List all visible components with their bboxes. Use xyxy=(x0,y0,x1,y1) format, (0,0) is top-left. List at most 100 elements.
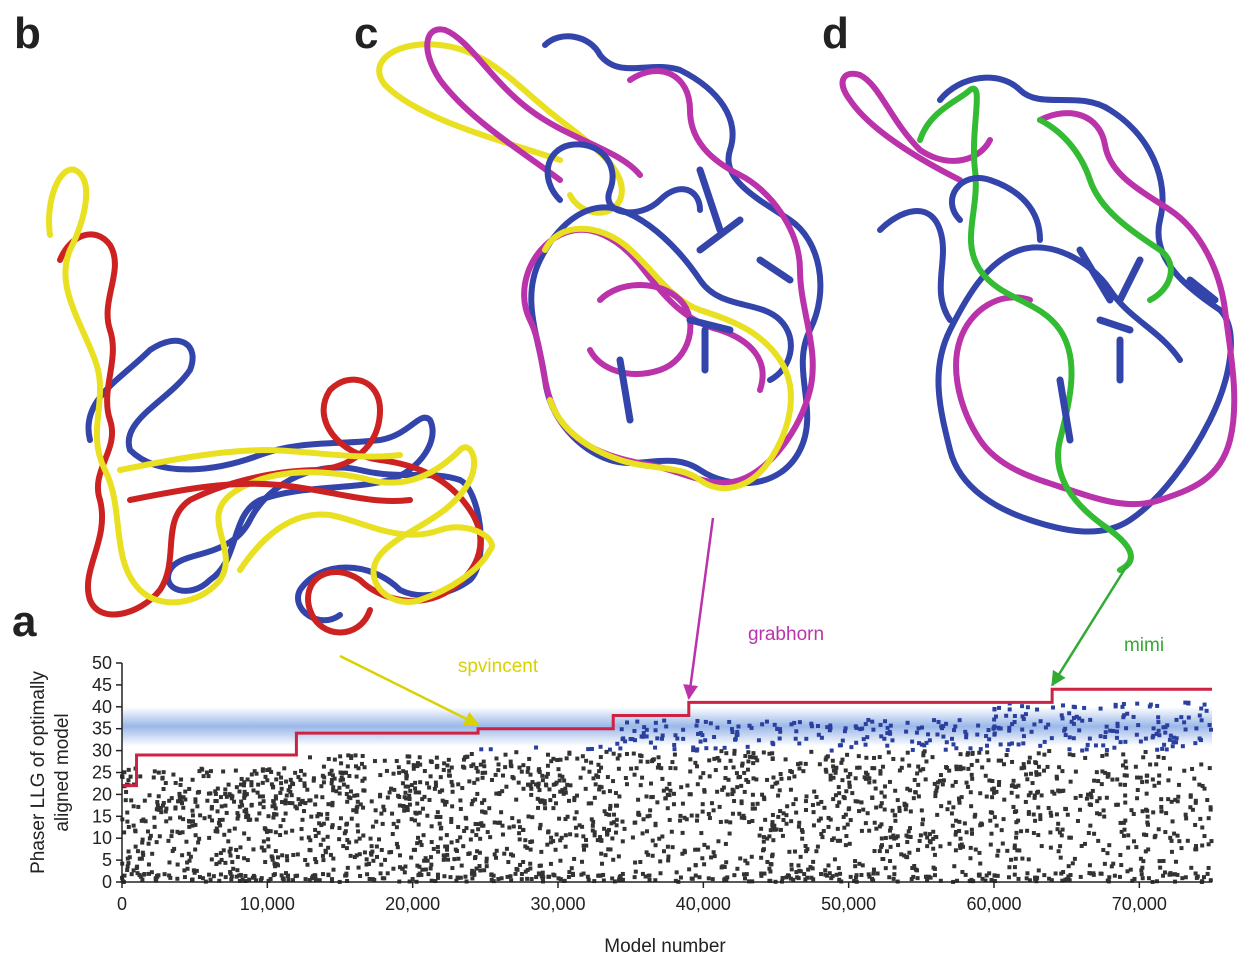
model-point xyxy=(131,823,136,828)
model-point xyxy=(1159,804,1164,809)
model-point xyxy=(819,799,824,804)
panel-letter-c: c xyxy=(354,9,378,58)
model-point xyxy=(554,780,559,785)
model-point xyxy=(591,819,596,824)
model-point xyxy=(985,750,990,755)
model-point xyxy=(238,845,243,850)
model-point xyxy=(759,873,764,878)
model-point xyxy=(1060,769,1065,774)
model-point xyxy=(313,857,318,862)
model-point xyxy=(585,874,590,879)
model-point xyxy=(379,847,384,852)
model-point xyxy=(874,805,879,810)
model-point xyxy=(617,794,622,799)
model-point xyxy=(694,818,699,823)
model-point xyxy=(607,812,612,817)
model-point xyxy=(338,778,343,783)
model-point xyxy=(947,768,952,773)
model-point xyxy=(243,874,248,879)
model-point xyxy=(246,813,251,818)
model-point xyxy=(356,865,361,870)
model-point xyxy=(391,821,396,826)
model-point xyxy=(347,773,352,778)
model-point xyxy=(157,834,162,839)
model-point xyxy=(1080,748,1085,753)
model-point xyxy=(284,854,289,859)
model-point xyxy=(1143,849,1148,854)
model-point xyxy=(352,793,357,798)
model-point xyxy=(465,754,470,759)
model-point xyxy=(278,824,283,829)
model-point xyxy=(1129,808,1134,813)
model-point xyxy=(952,864,957,869)
model-point xyxy=(1052,791,1057,796)
model-point xyxy=(499,810,504,815)
model-point xyxy=(369,799,374,804)
model-point xyxy=(372,759,377,764)
model-point xyxy=(839,760,844,765)
model-point xyxy=(1004,713,1009,718)
model-point xyxy=(637,812,642,817)
model-point xyxy=(575,756,580,761)
model-point xyxy=(811,859,816,864)
model-point xyxy=(1032,793,1037,798)
model-point xyxy=(1101,743,1106,748)
model-point xyxy=(409,855,414,860)
model-point xyxy=(347,840,352,845)
model-point xyxy=(206,774,211,779)
model-point xyxy=(339,775,344,780)
model-point xyxy=(229,874,234,879)
model-point xyxy=(263,860,268,865)
model-point xyxy=(1172,872,1177,877)
model-point xyxy=(691,748,696,753)
model-point xyxy=(872,779,877,784)
model-point xyxy=(1066,864,1071,869)
model-point xyxy=(1059,871,1064,876)
model-point xyxy=(770,854,775,859)
model-point xyxy=(620,871,625,876)
model-point xyxy=(828,723,833,728)
model-point xyxy=(469,752,474,757)
model-point xyxy=(185,866,190,871)
model-point xyxy=(972,814,977,819)
model-point xyxy=(1034,770,1039,775)
model-point xyxy=(209,804,214,809)
model-point xyxy=(1012,865,1017,870)
model-point xyxy=(1078,807,1083,812)
model-point xyxy=(475,791,480,796)
model-point xyxy=(706,811,711,816)
model-point xyxy=(1138,739,1143,744)
x-axis-title: Model number xyxy=(604,936,726,957)
model-point xyxy=(397,853,402,858)
model-point xyxy=(964,735,969,740)
model-point xyxy=(605,831,610,836)
model-point xyxy=(1067,752,1072,757)
model-point xyxy=(263,774,268,779)
model-point xyxy=(470,876,475,881)
model-point xyxy=(798,761,803,766)
model-point xyxy=(1051,705,1056,710)
model-point xyxy=(1000,841,1005,846)
model-point xyxy=(737,811,742,816)
model-point xyxy=(1086,831,1091,836)
model-point xyxy=(1105,851,1110,856)
model-point xyxy=(882,807,887,812)
x-tick-label: 10,000 xyxy=(240,894,295,914)
model-point xyxy=(1005,848,1010,853)
model-point xyxy=(523,844,528,849)
model-point xyxy=(988,818,993,823)
model-point xyxy=(537,826,542,831)
model-point xyxy=(597,873,602,878)
model-point xyxy=(756,738,761,743)
model-point xyxy=(390,811,395,816)
model-point xyxy=(274,812,279,817)
model-point xyxy=(1167,737,1172,742)
model-point xyxy=(698,731,703,736)
model-point xyxy=(1206,842,1211,847)
model-point xyxy=(888,844,893,849)
model-point xyxy=(957,819,962,824)
model-point xyxy=(517,825,522,830)
model-point xyxy=(171,772,176,777)
model-point xyxy=(583,786,588,791)
model-point xyxy=(863,742,868,747)
